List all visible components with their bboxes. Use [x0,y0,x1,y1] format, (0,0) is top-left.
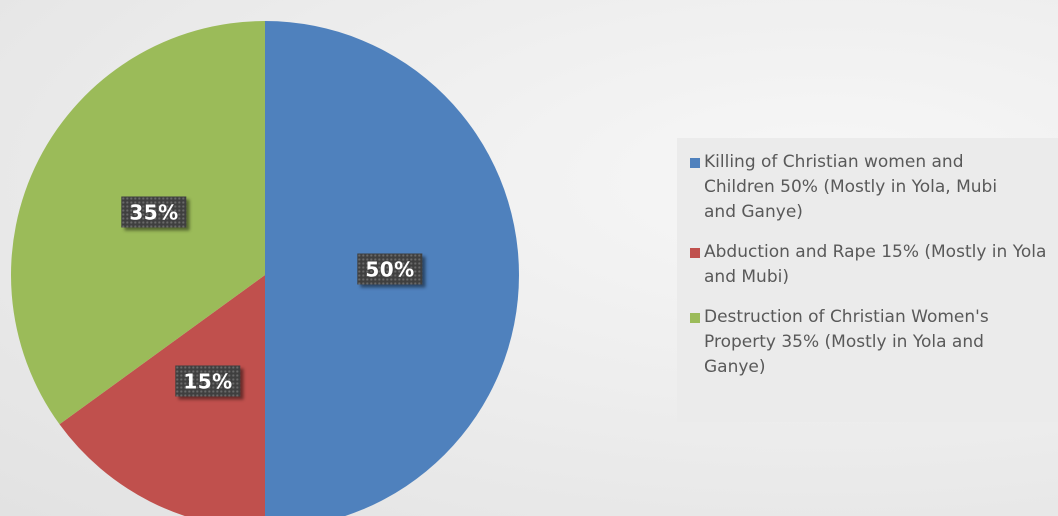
data-label-destruction: 35% [121,196,187,228]
legend-label-killing: Killing of Christian women and Children … [704,152,998,222]
legend-entry-killing: Killing of Christian women and Children … [690,150,1052,225]
data-label-killing: 50% [357,253,423,285]
legend-entry-abduction: Abduction and Rape 15% (Mostly in Yola a… [690,240,1052,290]
legend-label-abduction: Abduction and Rape 15% (Mostly in Yola a… [704,242,1047,287]
legend-label-destruction: Destruction of Christian Women's Propert… [704,307,989,377]
legend-entry-destruction: Destruction of Christian Women's Propert… [690,305,1052,380]
legend-swatch-killing [690,158,700,168]
pie-slice-abduction [59,275,265,516]
legend-swatch-destruction [690,313,700,323]
legend-swatch-abduction [690,248,700,258]
data-label-abduction: 15% [175,365,241,397]
legend: Killing of Christian women and Children … [677,138,1058,422]
